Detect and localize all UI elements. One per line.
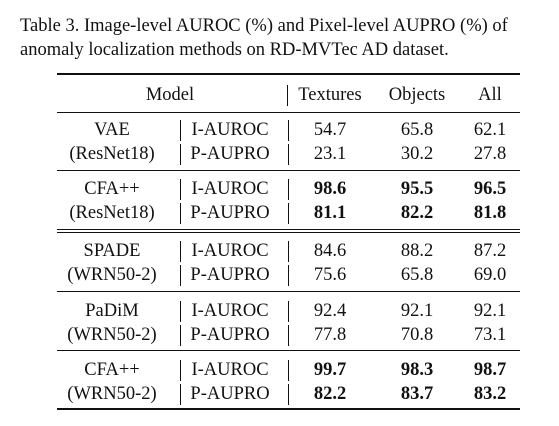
group-rule-4 xyxy=(57,350,520,351)
group-rule-2-a xyxy=(57,229,520,230)
cell-all: 96.5 xyxy=(473,179,507,199)
table-caption: Table 3. Image-level AUROC (%) and Pixel… xyxy=(20,14,550,62)
cell-textures: 81.1 xyxy=(313,203,347,223)
bottom-rule xyxy=(57,408,520,410)
cell-textures: 99.7 xyxy=(313,360,347,380)
cell-objects: 98.3 xyxy=(400,360,434,380)
header-model: Model xyxy=(145,85,195,105)
metric-separator xyxy=(180,144,181,165)
header-all: All xyxy=(478,85,502,105)
metric-label: P-AUPRO xyxy=(190,325,270,345)
cell-objects: 65.8 xyxy=(400,120,434,140)
header-rule xyxy=(57,112,520,113)
cell-all: 87.2 xyxy=(473,241,507,261)
model-name: VAE xyxy=(94,120,130,140)
model-name: CFA++ xyxy=(84,360,140,380)
group-rule-1 xyxy=(57,170,520,171)
cell-all: 83.2 xyxy=(473,384,507,404)
metric-separator xyxy=(180,179,181,200)
top-rule xyxy=(57,73,520,75)
header-separator xyxy=(287,85,288,106)
metric-separator xyxy=(180,120,181,141)
cell-all: 27.8 xyxy=(473,144,507,164)
model-name: CFA++ xyxy=(84,179,140,199)
caption-line-2: anomaly localization methods on RD-MVTec… xyxy=(20,40,449,60)
data-separator xyxy=(288,144,289,165)
cell-textures: 98.6 xyxy=(313,179,347,199)
cell-textures: 54.7 xyxy=(313,120,347,140)
data-separator xyxy=(288,179,289,200)
cell-textures: 82.2 xyxy=(313,384,347,404)
cell-all: 62.1 xyxy=(473,120,507,140)
data-separator xyxy=(288,203,289,224)
cell-all: 98.7 xyxy=(473,360,507,380)
cell-textures: 75.6 xyxy=(313,265,347,285)
cell-textures: 92.4 xyxy=(313,301,347,321)
model-backbone: (ResNet18) xyxy=(69,144,155,164)
metric-separator xyxy=(180,325,181,346)
metric-separator xyxy=(180,384,181,405)
data-separator xyxy=(288,301,289,322)
cell-textures: 84.6 xyxy=(313,241,347,261)
data-separator xyxy=(288,265,289,286)
cell-all: 73.1 xyxy=(473,325,507,345)
cell-objects: 70.8 xyxy=(400,325,434,345)
metric-label: P-AUPRO xyxy=(190,265,270,285)
cell-textures: 23.1 xyxy=(313,144,347,164)
metric-separator xyxy=(180,203,181,224)
metric-label: P-AUPRO xyxy=(190,203,270,223)
cell-objects: 88.2 xyxy=(400,241,434,261)
metric-label: I-AUROC xyxy=(191,241,269,261)
cell-objects: 95.5 xyxy=(400,179,434,199)
group-rule-2-b xyxy=(57,232,520,233)
caption-line-1: Table 3. Image-level AUROC (%) and Pixel… xyxy=(20,16,508,36)
model-backbone: (WRN50-2) xyxy=(67,265,157,285)
cell-objects: 83.7 xyxy=(400,384,434,404)
header-textures: Textures xyxy=(298,85,362,105)
metric-separator xyxy=(180,301,181,322)
group-rule-3 xyxy=(57,291,520,292)
cell-objects: 65.8 xyxy=(400,265,434,285)
cell-objects: 30.2 xyxy=(400,144,434,164)
model-backbone: (ResNet18) xyxy=(69,203,155,223)
cell-all: 92.1 xyxy=(473,301,507,321)
metric-label: I-AUROC xyxy=(191,360,269,380)
cell-textures: 77.8 xyxy=(313,325,347,345)
data-separator xyxy=(288,384,289,405)
data-separator xyxy=(288,241,289,262)
metric-separator xyxy=(180,360,181,381)
metric-label: I-AUROC xyxy=(191,301,269,321)
metric-label: I-AUROC xyxy=(191,120,269,140)
cell-all: 69.0 xyxy=(473,265,507,285)
model-name: SPADE xyxy=(83,241,141,261)
data-separator xyxy=(288,120,289,141)
header-objects: Objects xyxy=(388,85,446,105)
metric-separator xyxy=(180,265,181,286)
cell-objects: 82.2 xyxy=(400,203,434,223)
cell-objects: 92.1 xyxy=(400,301,434,321)
metric-separator xyxy=(180,241,181,262)
data-separator xyxy=(288,325,289,346)
model-name: PaDiM xyxy=(85,301,139,321)
metric-label: P-AUPRO xyxy=(190,384,270,404)
model-backbone: (WRN50-2) xyxy=(67,384,157,404)
model-backbone: (WRN50-2) xyxy=(67,325,157,345)
data-separator xyxy=(288,360,289,381)
metric-label: I-AUROC xyxy=(191,179,269,199)
metric-label: P-AUPRO xyxy=(190,144,270,164)
cell-all: 81.8 xyxy=(473,203,507,223)
